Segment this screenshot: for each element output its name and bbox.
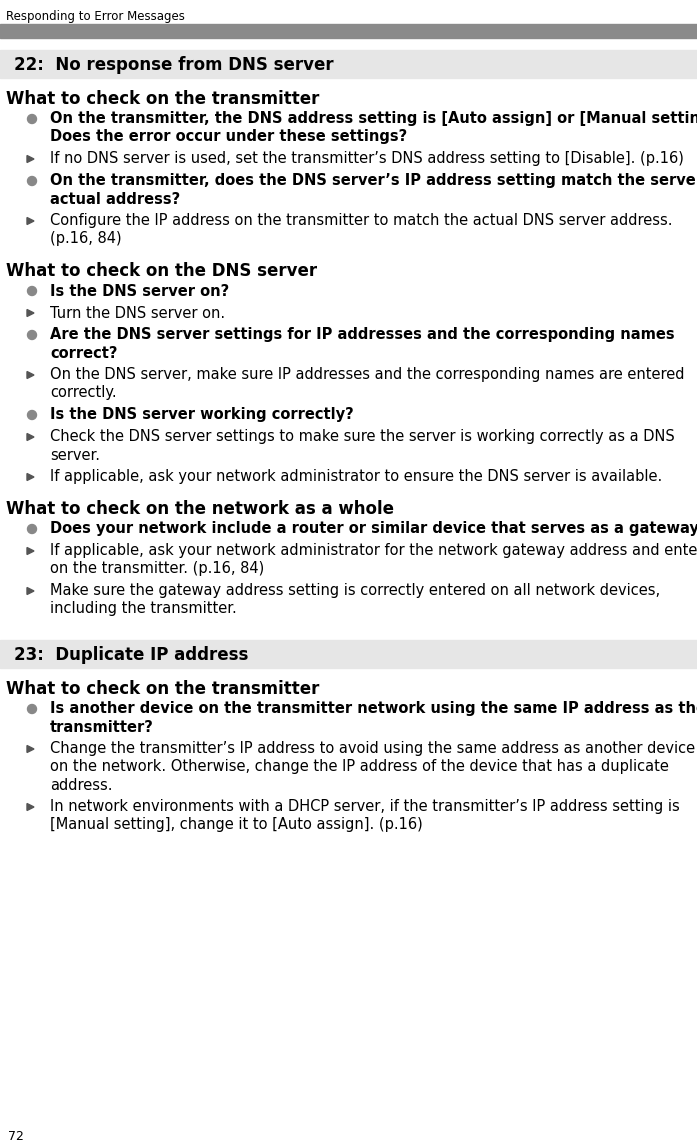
Circle shape	[27, 287, 36, 296]
Polygon shape	[27, 474, 34, 481]
Text: What to check on the DNS server: What to check on the DNS server	[6, 262, 317, 280]
Polygon shape	[27, 804, 34, 811]
Text: What to check on the network as a whole: What to check on the network as a whole	[6, 500, 394, 518]
Circle shape	[27, 330, 36, 339]
Text: Make sure the gateway address setting is correctly entered on all network device: Make sure the gateway address setting is…	[50, 584, 660, 598]
Circle shape	[27, 410, 36, 419]
Text: Is another device on the transmitter network using the same IP address as the: Is another device on the transmitter net…	[50, 701, 697, 716]
Text: In network environments with a DHCP server, if the transmitter’s IP address sett: In network environments with a DHCP serv…	[50, 799, 680, 814]
Text: Change the transmitter’s IP address to avoid using the same address as another d: Change the transmitter’s IP address to a…	[50, 741, 695, 756]
Text: server.: server.	[50, 448, 100, 463]
Polygon shape	[27, 309, 34, 316]
Text: Responding to Error Messages: Responding to Error Messages	[6, 10, 185, 23]
Text: If applicable, ask your network administrator for the network gateway address an: If applicable, ask your network administ…	[50, 544, 697, 558]
Polygon shape	[27, 217, 34, 225]
Text: correct?: correct?	[50, 346, 118, 361]
Text: What to check on the transmitter: What to check on the transmitter	[6, 679, 319, 698]
Text: On the DNS server, make sure IP addresses and the corresponding names are entere: On the DNS server, make sure IP addresse…	[50, 368, 684, 383]
Text: on the transmitter. (p.16, 84): on the transmitter. (p.16, 84)	[50, 562, 264, 577]
Text: transmitter?: transmitter?	[50, 719, 154, 734]
Polygon shape	[27, 434, 34, 441]
Text: What to check on the transmitter: What to check on the transmitter	[6, 90, 319, 108]
Text: [Manual setting], change it to [Auto assign]. (p.16): [Manual setting], change it to [Auto ass…	[50, 818, 423, 833]
Circle shape	[27, 177, 36, 185]
Polygon shape	[27, 371, 34, 378]
Polygon shape	[27, 746, 34, 753]
Polygon shape	[27, 155, 34, 162]
Text: Turn the DNS server on.: Turn the DNS server on.	[50, 306, 225, 321]
Text: Does the error occur under these settings?: Does the error occur under these setting…	[50, 129, 407, 145]
Bar	[0, 24, 697, 38]
Circle shape	[27, 705, 36, 714]
Text: on the network. Otherwise, change the IP address of the device that has a duplic: on the network. Otherwise, change the IP…	[50, 759, 669, 774]
Polygon shape	[27, 587, 34, 595]
Text: Configure the IP address on the transmitter to match the actual DNS server addre: Configure the IP address on the transmit…	[50, 214, 673, 228]
Text: actual address?: actual address?	[50, 192, 181, 207]
Text: Are the DNS server settings for IP addresses and the corresponding names: Are the DNS server settings for IP addre…	[50, 328, 675, 343]
Text: 72: 72	[8, 1129, 24, 1142]
Circle shape	[27, 114, 36, 123]
Text: If applicable, ask your network administrator to ensure the DNS server is availa: If applicable, ask your network administ…	[50, 469, 662, 484]
Text: including the transmitter.: including the transmitter.	[50, 602, 237, 617]
Text: 22:  No response from DNS server: 22: No response from DNS server	[14, 56, 334, 74]
Polygon shape	[27, 547, 34, 555]
Text: Does your network include a router or similar device that serves as a gateway?: Does your network include a router or si…	[50, 522, 697, 537]
Circle shape	[27, 524, 36, 533]
Text: On the transmitter, does the DNS server’s IP address setting match the server’s: On the transmitter, does the DNS server’…	[50, 174, 697, 188]
Bar	[0, 640, 697, 668]
Text: On the transmitter, the DNS address setting is [Auto assign] or [Manual setting]: On the transmitter, the DNS address sett…	[50, 112, 697, 127]
Text: Is the DNS server working correctly?: Is the DNS server working correctly?	[50, 408, 354, 423]
Text: 23:  Duplicate IP address: 23: Duplicate IP address	[14, 646, 248, 664]
Text: correctly.: correctly.	[50, 386, 116, 401]
Text: If no DNS server is used, set the transmitter’s DNS address setting to [Disable]: If no DNS server is used, set the transm…	[50, 152, 684, 167]
Text: Is the DNS server on?: Is the DNS server on?	[50, 283, 229, 298]
Text: Check the DNS server settings to make sure the server is working correctly as a : Check the DNS server settings to make su…	[50, 429, 675, 444]
Text: (p.16, 84): (p.16, 84)	[50, 232, 121, 247]
Bar	[0, 50, 697, 78]
Text: address.: address.	[50, 778, 112, 793]
